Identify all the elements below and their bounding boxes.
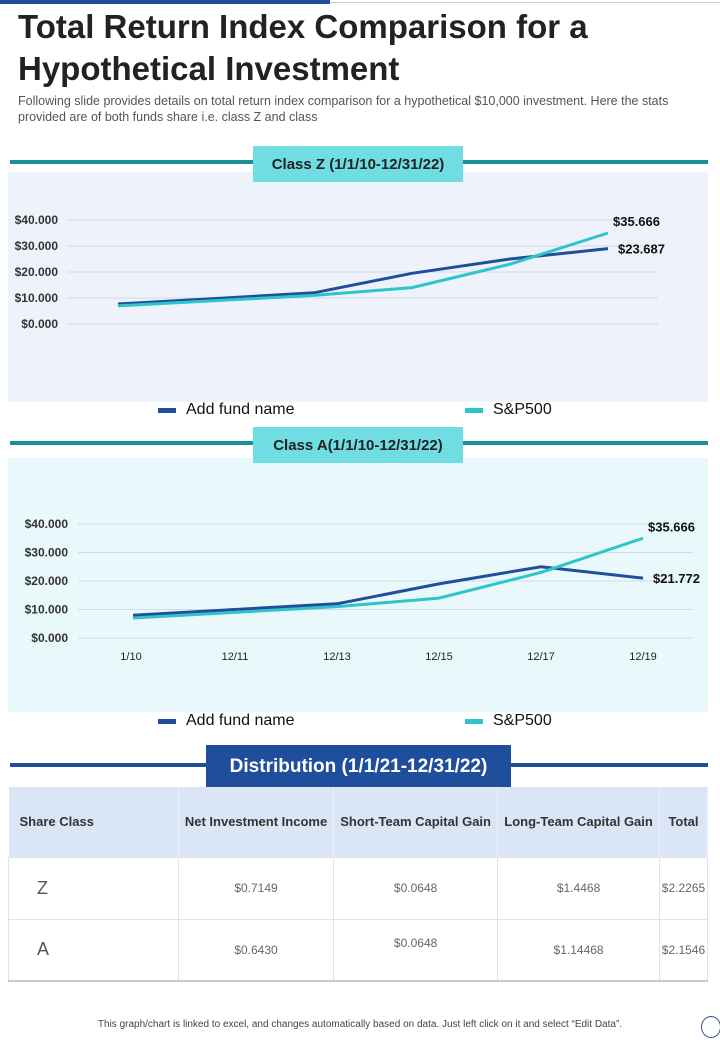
cell: $0.0648	[333, 918, 499, 982]
legend-label: Add fund name	[186, 712, 295, 729]
y-tick-label: $40.000	[15, 213, 59, 227]
cell: $0.0648	[333, 856, 499, 920]
chart-z-legend-sp500: S&P500	[465, 401, 552, 419]
top-accent-bar	[0, 0, 330, 4]
y-tick-label: $40.000	[25, 517, 69, 531]
y-tick-label: $10.000	[15, 291, 59, 305]
y-tick-label: $0.000	[31, 631, 68, 645]
footer-note: This graph/chart is linked to excel, and…	[97, 1019, 623, 1030]
legend-swatch	[158, 407, 176, 413]
chart-z-panel: $0.000 $10.000 $20.000 $30.000 $40.000 $23.68…	[8, 172, 708, 402]
header-total: Total	[659, 787, 709, 857]
end-data-label: $23.687	[618, 242, 665, 257]
y-tick-label: $10.000	[25, 603, 69, 617]
cell: A	[8, 918, 179, 982]
series-line-fund	[117, 247, 609, 306]
table-row: A $0.6430 $0.0648 $1.14468 $2.1546	[8, 918, 709, 982]
chart-a-panel: $0.000 $10.000 $20.000 $30.000 $40.000 1/10 12…	[8, 458, 708, 712]
header-share-class: Share Class	[8, 787, 179, 857]
distribution-title: Distribution (1/1/21-12/31/22)	[206, 745, 511, 788]
chart-z-legend-fund: Add fund name	[158, 401, 295, 419]
header-long-term-gain: Long-Team Capital Gain	[497, 787, 660, 857]
x-tick-label: 1/10	[120, 651, 141, 663]
chart-a-legend-fund: Add fund name	[158, 712, 295, 730]
chart-a: $0.000 $10.000 $20.000 $30.000 $40.000 1/10 12…	[25, 517, 700, 663]
distribution-table: Share Class Net Investment Income Short-…	[8, 787, 709, 982]
cell: $0.6430	[177, 918, 335, 982]
table-header-row: Share Class Net Investment Income Short-…	[8, 787, 709, 857]
page-subtitle: Following slide provides details on tota…	[18, 94, 669, 124]
cell: $2.1546	[658, 918, 709, 982]
legend-swatch	[158, 718, 176, 724]
y-tick-label: $20.000	[15, 265, 59, 279]
y-tick-label: $20.000	[25, 574, 69, 588]
end-data-label: $35.666	[613, 214, 660, 229]
x-tick-label: 12/11	[222, 651, 249, 663]
page-title: Total Return Index Comparison for a Hypo…	[18, 8, 588, 87]
series-line-sp500	[132, 536, 644, 620]
table-row: Z $0.7149 $0.0648 $1.4468 $2.2265	[8, 856, 709, 920]
x-tick-label: 12/13	[323, 651, 351, 663]
circle-icon	[701, 1016, 720, 1038]
y-tick-label: $0.000	[21, 317, 58, 331]
chart-z-title: Class Z (1/1/10-12/31/22)	[253, 146, 463, 182]
cell: $1.14468	[497, 918, 660, 982]
x-tick-label: 12/17	[527, 651, 555, 663]
legend-label: Add fund name	[186, 401, 295, 418]
header-short-term-gain: Short-Team Capital Gain	[333, 787, 499, 857]
x-tick-label: 12/19	[629, 651, 657, 663]
x-tick-label: 12/15	[425, 651, 453, 663]
cell: $1.4468	[497, 856, 660, 920]
y-tick-label: $30.000	[25, 546, 69, 560]
legend-swatch	[465, 718, 483, 724]
cell: Z	[8, 856, 179, 920]
chart-a-title: Class A(1/1/10-12/31/22)	[253, 427, 463, 463]
legend-label: S&P500	[493, 712, 552, 729]
end-data-label: $35.666	[648, 519, 695, 534]
cell: $0.7149	[177, 856, 335, 920]
series-line-sp500	[117, 231, 609, 308]
chart-z: $0.000 $10.000 $20.000 $30.000 $40.000 $23.68…	[15, 213, 665, 331]
chart-a-legend-sp500: S&P500	[465, 712, 552, 730]
legend-swatch	[465, 407, 483, 413]
series-line-fund	[132, 565, 644, 617]
top-divider	[330, 2, 720, 3]
end-data-label: $21.772	[653, 571, 700, 586]
header-net-investment-income: Net Investment Income	[178, 787, 335, 857]
y-tick-label: $30.000	[15, 239, 59, 253]
legend-label: S&P500	[493, 401, 552, 418]
cell: $2.2265	[658, 856, 709, 920]
